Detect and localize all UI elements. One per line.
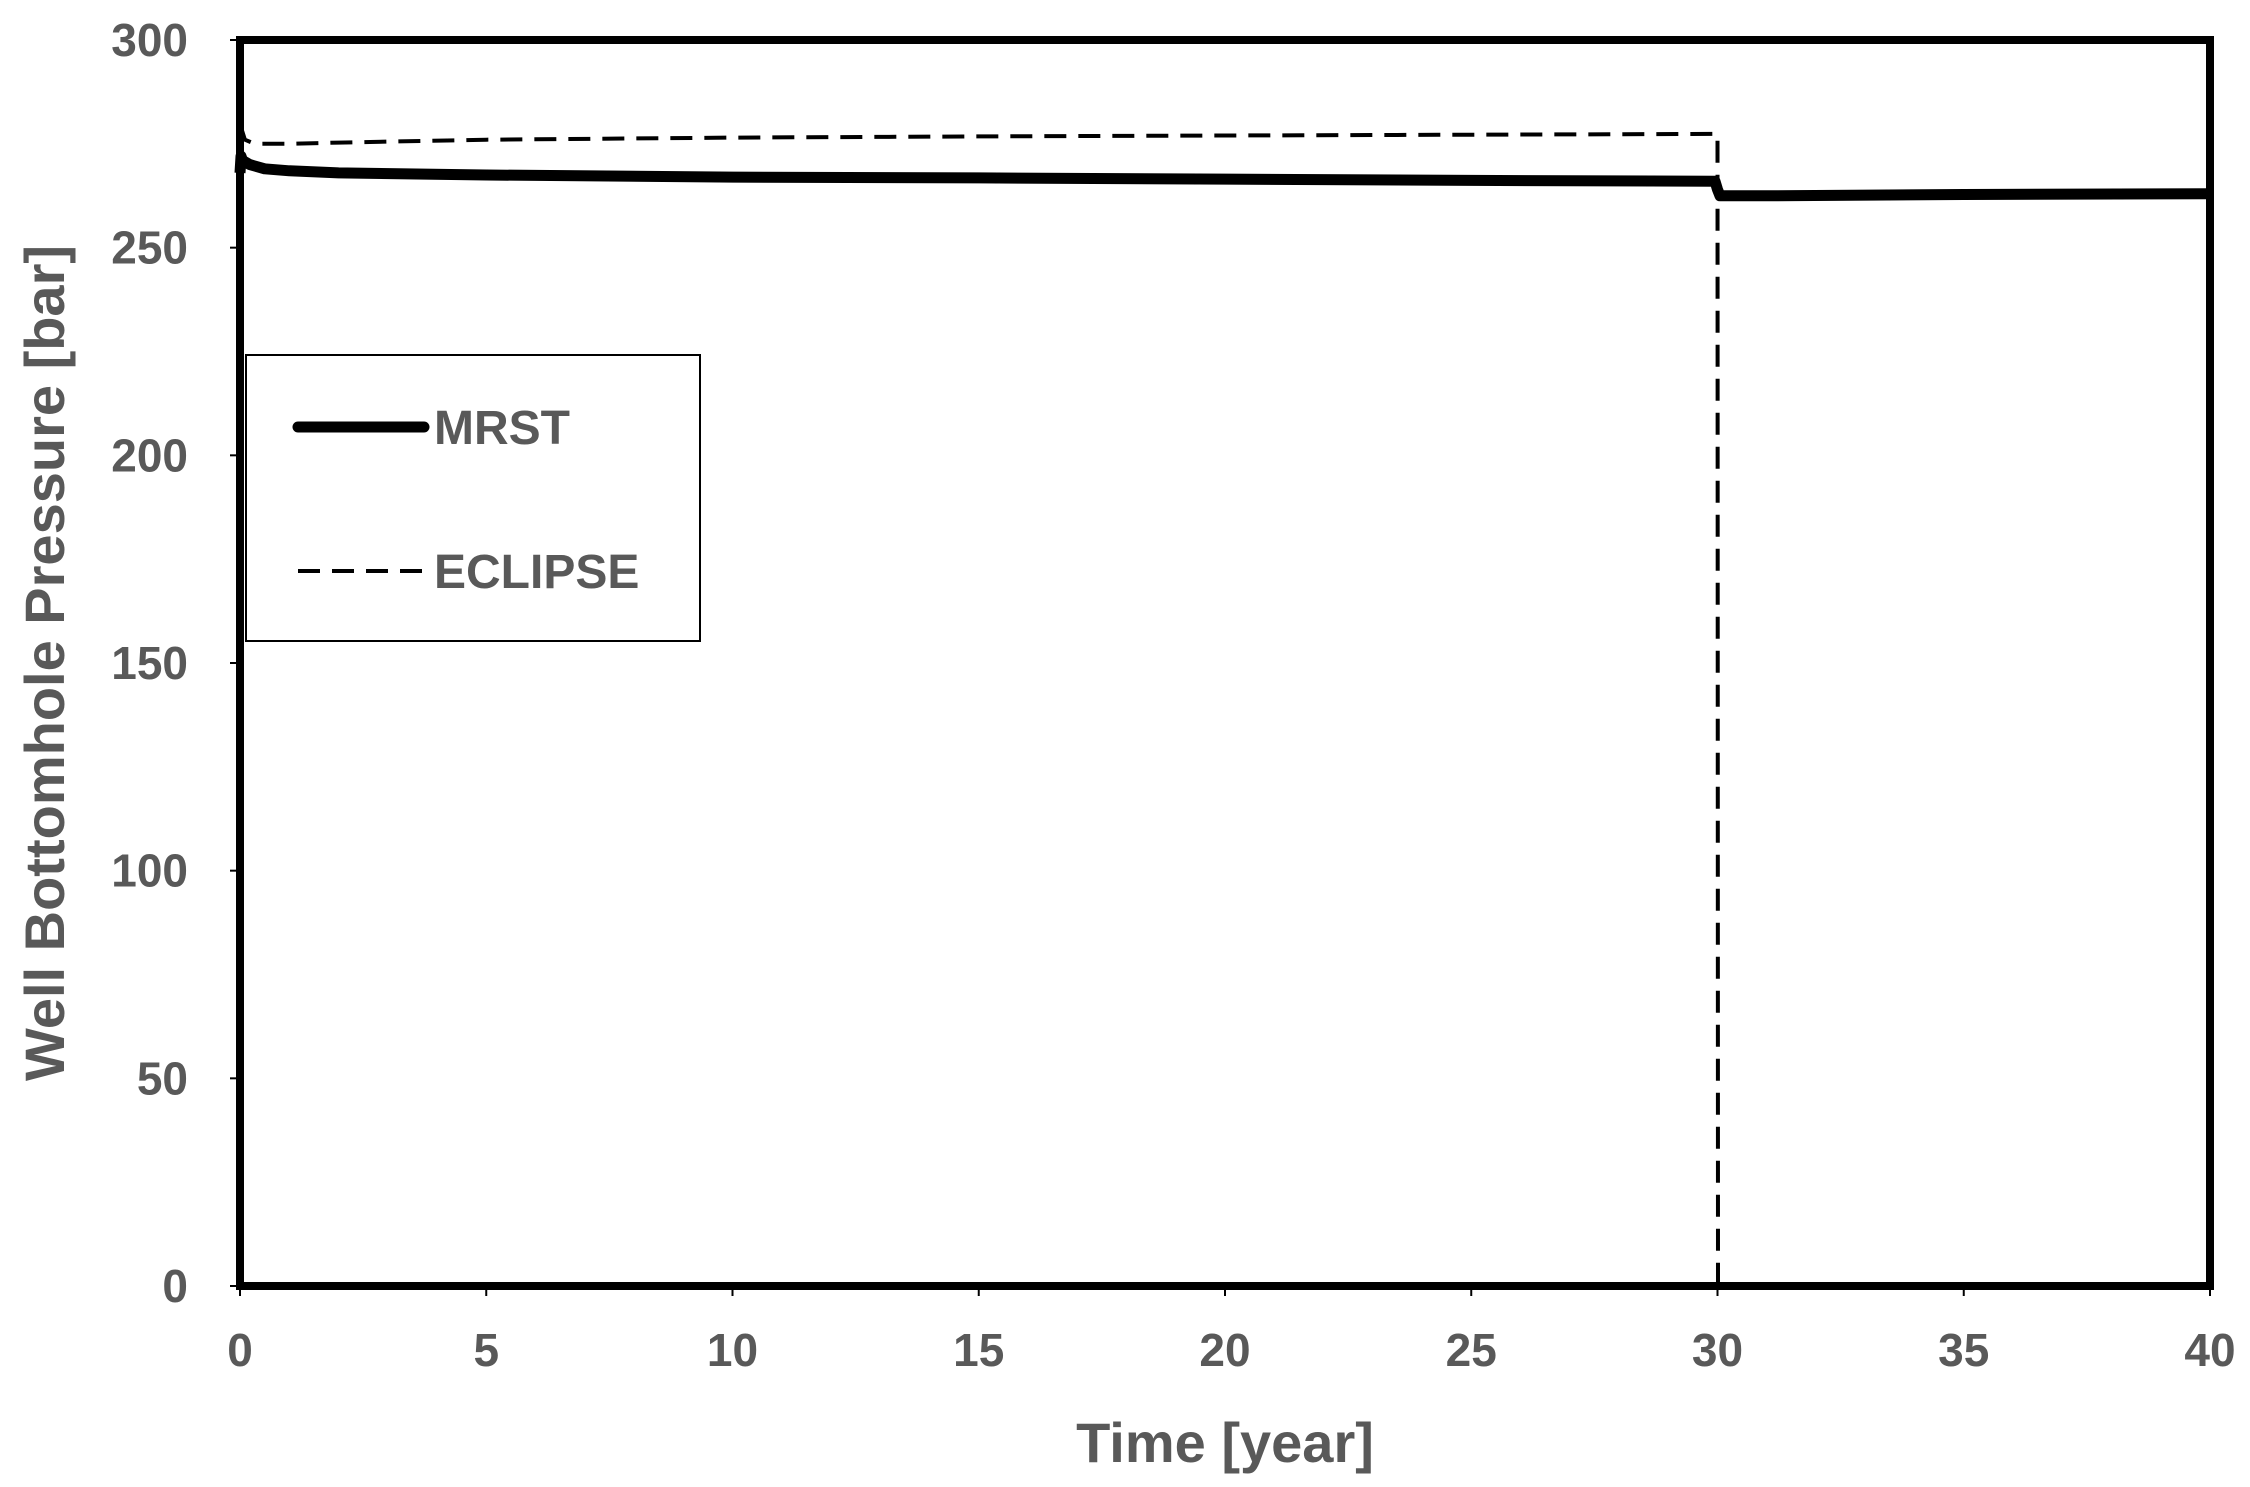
y-tick-label: 50	[137, 1052, 188, 1104]
legend-label-mrst: MRST	[434, 402, 570, 455]
legend: MRST ECLIPSE	[245, 354, 701, 642]
x-tick-label: 40	[2184, 1324, 2235, 1376]
series-line-eclipse	[238, 125, 1720, 1287]
legend-label-eclipse: ECLIPSE	[434, 546, 639, 599]
y-axis-ticks: 0 50 100 150 200 250 300	[111, 14, 240, 1312]
x-tick-label: 0	[227, 1324, 253, 1376]
y-tick-label: 100	[111, 845, 188, 897]
y-tick-label: 150	[111, 637, 188, 689]
x-tick-label: 15	[953, 1324, 1004, 1376]
x-tick-label: 20	[1199, 1324, 1250, 1376]
y-tick-label: 300	[111, 14, 188, 66]
x-tick-label: 5	[473, 1324, 499, 1376]
series-layer	[234, 125, 2211, 1287]
x-tick-label: 35	[1938, 1324, 1989, 1376]
x-axis-ticks: 0 5 10 15 20 25 30 35 40	[227, 1286, 2236, 1376]
y-tick-label: 250	[111, 222, 188, 274]
series-line-mrst	[234, 150, 2211, 202]
y-tick-label: 200	[111, 429, 188, 481]
x-axis-title: Time [year]	[1076, 1411, 1374, 1474]
y-tick-label: 0	[162, 1260, 188, 1312]
x-tick-label: 30	[1692, 1324, 1743, 1376]
legend-box	[245, 354, 701, 642]
x-tick-label: 10	[707, 1324, 758, 1376]
y-axis-title: Well Bottomhole Pressure [bar]	[13, 245, 76, 1081]
x-tick-label: 25	[1446, 1324, 1497, 1376]
